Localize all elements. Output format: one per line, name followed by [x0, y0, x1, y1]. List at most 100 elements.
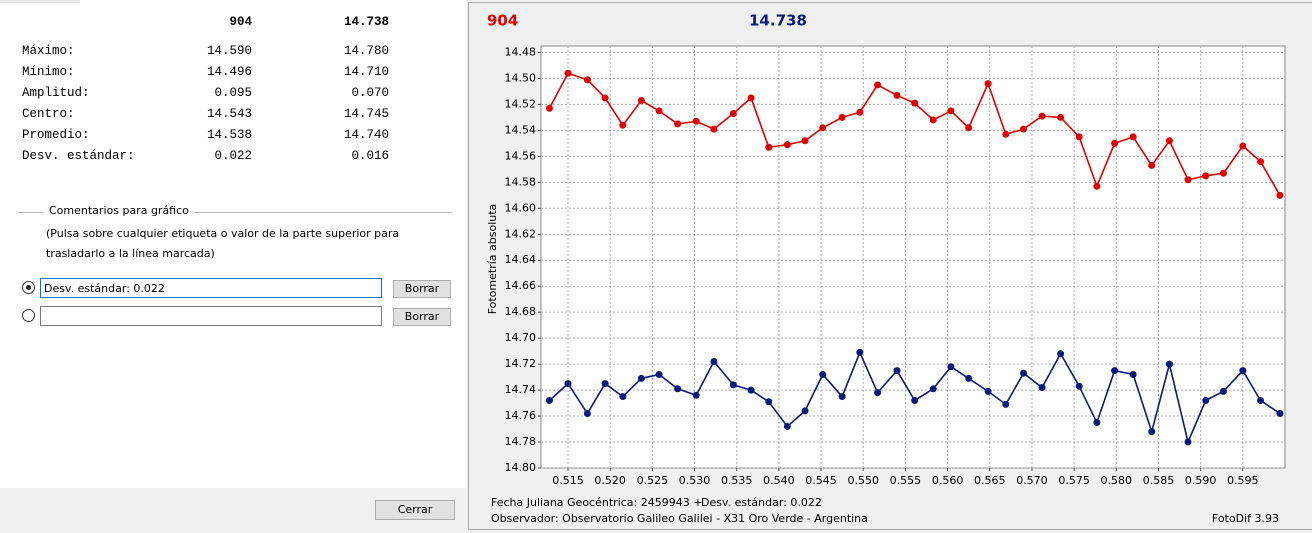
data-point: [1038, 383, 1046, 391]
stats-cell: 0.022: [214, 149, 252, 163]
data-point: [583, 76, 591, 84]
data-point: [1057, 350, 1065, 358]
data-point: [747, 94, 755, 102]
data-point: [674, 385, 682, 393]
stats-cell: Centro:: [22, 107, 75, 121]
data-point: [1257, 396, 1265, 404]
clear-button-2[interactable]: Borrar: [393, 308, 451, 326]
close-button[interactable]: Cerrar: [375, 500, 455, 520]
x-tick-label: 0.550: [847, 474, 879, 487]
stats-cell: 14.780: [343, 44, 389, 58]
tab-edge: [0, 0, 80, 3]
stats-cell: 14.710: [343, 65, 389, 79]
data-point: [545, 104, 553, 112]
stats-cell: 0.016: [351, 149, 389, 163]
y-tick-label: 14.54: [505, 123, 537, 136]
data-point: [729, 110, 737, 118]
data-point: [947, 363, 955, 371]
button-bar: Cerrar: [0, 488, 466, 530]
data-point: [655, 107, 663, 115]
data-point: [947, 107, 955, 115]
y-tick-label: 14.78: [505, 435, 537, 448]
data-point: [856, 348, 864, 356]
data-point: [674, 120, 682, 128]
x-tick-label: 0.515: [552, 474, 584, 487]
data-point: [874, 81, 882, 89]
data-point: [1020, 369, 1028, 377]
data-point: [1202, 396, 1210, 404]
data-point: [1111, 139, 1119, 147]
data-point: [619, 121, 627, 129]
comment-input-2[interactable]: [40, 306, 382, 326]
stats-cell: 14.738: [343, 15, 389, 29]
data-point: [1239, 367, 1247, 375]
y-tick-label: 14.50: [505, 71, 537, 84]
stats-cell: Máximo:: [22, 44, 75, 58]
data-point: [1129, 133, 1137, 141]
data-point: [564, 380, 572, 388]
data-point: [619, 393, 627, 401]
y-tick-label: 14.58: [505, 175, 537, 188]
y-tick-label: 14.72: [505, 357, 537, 370]
data-point: [765, 398, 773, 406]
data-point: [838, 113, 846, 121]
stats-cell: 14.740: [343, 128, 389, 142]
data-point: [1020, 125, 1028, 133]
y-tick-label: 14.74: [505, 383, 537, 396]
data-point: [1257, 158, 1265, 166]
x-tick-label: 0.560: [932, 474, 964, 487]
stats-cell: 0.070: [351, 86, 389, 100]
y-tick-label: 14.56: [505, 149, 537, 162]
y-tick-label: 14.60: [505, 201, 537, 214]
data-point: [765, 143, 773, 151]
stats-cell: Promedio:: [22, 128, 90, 142]
data-point: [1057, 113, 1065, 121]
stats-cell: Amplitud:: [22, 86, 90, 100]
data-point: [1219, 169, 1227, 177]
footer-observer: Observador: Observatorio Galileo Galilei…: [491, 512, 868, 525]
clear-button-1[interactable]: Borrar: [393, 280, 451, 298]
legend-entry: 904: [487, 12, 518, 30]
x-tick-label: 0.535: [721, 474, 753, 487]
stats-cell: 14.496: [206, 65, 252, 79]
footer-software: FotoDif 3.93: [1212, 512, 1279, 525]
radio-1[interactable]: [22, 281, 35, 294]
data-point: [856, 108, 864, 116]
data-point: [911, 99, 919, 107]
footer-std: Desv. estándar: 0.022: [701, 496, 822, 509]
data-point: [984, 80, 992, 88]
data-point: [929, 385, 937, 393]
data-point: [1148, 428, 1156, 436]
data-point: [692, 117, 700, 125]
x-tick-label: 0.585: [1143, 474, 1175, 487]
x-tick-label: 0.525: [637, 474, 669, 487]
stats-cell: Mínimo:: [22, 65, 75, 79]
stats-cell: 14.543: [206, 107, 252, 121]
x-tick-label: 0.570: [1016, 474, 1047, 487]
radio-2[interactable]: [22, 309, 35, 322]
data-point: [564, 69, 572, 77]
y-tick-label: 14.80: [505, 461, 537, 474]
data-point: [729, 381, 737, 389]
data-point: [929, 116, 937, 124]
x-tick-label: 0.595: [1227, 474, 1259, 487]
data-point: [1165, 360, 1173, 368]
y-tick-label: 14.52: [505, 97, 537, 110]
data-point: [1093, 419, 1101, 427]
stats-cell: 0.095: [214, 86, 252, 100]
stats-cell: Desv. estándar:: [22, 149, 135, 163]
data-point: [655, 371, 663, 379]
group-line: [18, 212, 453, 213]
comment-input-1[interactable]: [40, 278, 382, 298]
data-point: [545, 396, 553, 404]
data-point: [965, 374, 973, 382]
data-point: [1148, 161, 1156, 169]
data-point: [819, 124, 827, 132]
stats-cell: 14.745: [343, 107, 389, 121]
stats-cell: 14.590: [206, 44, 252, 58]
x-tick-label: 0.530: [679, 474, 711, 487]
data-point: [1002, 400, 1010, 408]
data-point: [801, 137, 809, 145]
data-point: [1276, 409, 1284, 417]
